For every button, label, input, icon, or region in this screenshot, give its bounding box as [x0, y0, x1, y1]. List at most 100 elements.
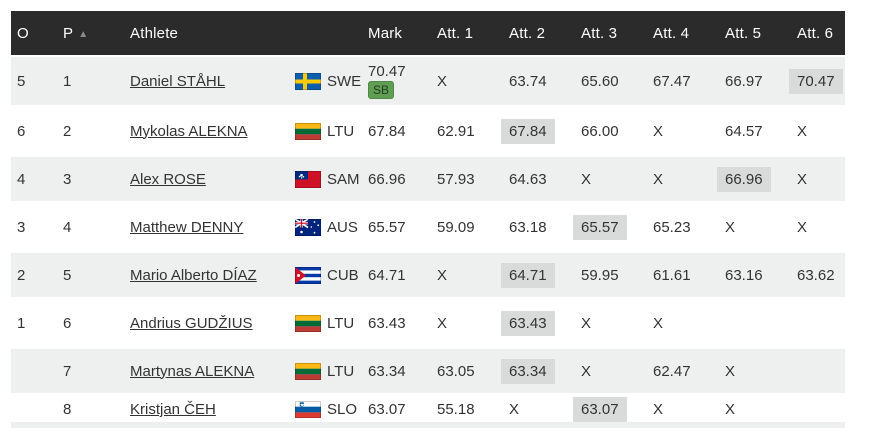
best-attempt-value: 63.43	[501, 310, 555, 336]
athlete-link[interactable]: Matthew DENNY	[130, 218, 244, 236]
attempt-value: 59.95	[581, 266, 619, 284]
column-header-order[interactable]: O	[17, 24, 29, 42]
athlete-link[interactable]: Mario Alberto DÍAZ	[130, 266, 257, 284]
attempt-value: X	[797, 122, 808, 140]
place-cell: 6	[63, 314, 72, 332]
attempt-cell: 63.74	[507, 73, 579, 90]
attempt-cell: X	[651, 171, 723, 188]
column-header-attempt-5[interactable]: Att. 5	[725, 24, 762, 42]
column-header-place[interactable]: P ▲	[57, 25, 123, 42]
mark-cell: 66.96	[366, 171, 435, 188]
attempt-cell: X	[795, 123, 845, 140]
attempt-cell: 66.00	[579, 123, 651, 140]
attempt-cell: 66.97	[723, 73, 795, 90]
country-code: SWE	[327, 72, 362, 90]
attempt-value: 62.91	[437, 122, 475, 140]
mark-value: 70.47	[368, 63, 406, 80]
mark-stack: 63.07	[368, 401, 435, 418]
athlete-name-cell: Alex ROSE	[123, 171, 294, 188]
athlete-link[interactable]: Alex ROSE	[130, 170, 206, 188]
mark-cell: 63.43	[366, 315, 435, 332]
athlete-link[interactable]: Daniel STÅHL	[130, 72, 226, 90]
attempt-cell: 66.96	[717, 166, 795, 192]
nationality-cell: CUB	[294, 266, 366, 284]
best-attempt-value: 63.34	[501, 358, 555, 384]
table-row: 3 4 Matthew DENNY AUS 65.57 59.09 63.18 65.57 65…	[11, 205, 845, 249]
mark-value: 63.43	[368, 314, 406, 332]
attempt-cell: 67.47	[651, 73, 723, 90]
athlete-name-cell: Mario Alberto DÍAZ	[123, 267, 294, 284]
table-row: 7 Martynas ALEKNA LTU 63.34 63.05 63.34 X 62.47…	[11, 349, 845, 393]
place-cell: 3	[63, 170, 72, 188]
athlete-name-cell: Daniel STÅHL	[123, 73, 294, 90]
attempt-cell: X	[579, 363, 651, 380]
athlete-link[interactable]: Mykolas ALEKNA	[130, 122, 248, 140]
athlete-link[interactable]: Andrius GUDŽIUS	[130, 314, 253, 332]
best-attempt-value: 67.84	[501, 118, 555, 144]
table-row: 8 Kristjan ČEH SLO 63.07 55.18 X 63.07 X X	[11, 397, 845, 422]
column-header-attempt-1[interactable]: Att. 1	[437, 24, 474, 42]
swe-flag-icon	[295, 72, 321, 90]
column-header-attempt-2[interactable]: Att. 2	[509, 24, 546, 42]
order-cell: 1	[17, 314, 26, 332]
country-code: SAM	[327, 170, 360, 188]
attempt-cell: 63.05	[435, 363, 507, 380]
athlete-name-cell: Mykolas ALEKNA	[123, 123, 294, 140]
ltu-flag-icon	[295, 314, 321, 332]
mark-stack: 63.43	[368, 315, 435, 332]
athlete-link[interactable]: Martynas ALEKNA	[130, 362, 255, 380]
column-header-attempt-4[interactable]: Att. 4	[653, 24, 690, 42]
mark-cell: 65.57	[366, 219, 435, 236]
attempt-value: 64.57	[725, 122, 763, 140]
mark-cell: 63.07	[366, 401, 435, 418]
attempt-cell: 67.84	[501, 118, 579, 144]
athlete-link[interactable]: Kristjan ČEH	[130, 401, 216, 418]
attempt-value: X	[653, 401, 664, 418]
order-cell: 5	[17, 72, 26, 90]
attempt-value: X	[797, 170, 808, 188]
best-attempt-value: 64.71	[501, 262, 555, 288]
country-code: LTU	[327, 122, 355, 140]
attempt-value: X	[437, 266, 448, 284]
place-cell: 4	[63, 218, 72, 236]
mark-value: 63.34	[368, 362, 406, 380]
attempt-cell: 59.95	[579, 267, 651, 284]
country-code: SLO	[327, 401, 358, 418]
attempt-value: 61.61	[653, 266, 691, 284]
place-cell: 8	[63, 401, 72, 418]
attempt-value: X	[581, 170, 592, 188]
cub-flag-icon	[295, 266, 321, 284]
attempt-cell: X	[723, 401, 795, 418]
order-cell: 3	[17, 218, 26, 236]
attempt-cell: 63.62	[795, 267, 845, 284]
attempt-cell: X	[435, 267, 507, 284]
attempt-cell: 65.57	[573, 214, 651, 240]
attempt-value: 55.18	[437, 401, 475, 418]
column-header-mark[interactable]: Mark	[368, 24, 403, 42]
nationality-cell: AUS	[294, 218, 366, 236]
attempt-cell: X	[723, 363, 795, 380]
attempt-value: X	[581, 314, 592, 332]
athlete-name-cell: Martynas ALEKNA	[123, 363, 294, 380]
mark-stack: 63.34	[368, 363, 435, 380]
attempt-value: 63.05	[437, 362, 475, 380]
attempt-value: X	[725, 218, 736, 236]
attempt-value: X	[725, 401, 736, 418]
order-cell: 2	[17, 266, 26, 284]
order-cell: 4	[17, 170, 26, 188]
column-header-attempt-3[interactable]: Att. 3	[581, 24, 618, 42]
attempt-value: X	[653, 314, 664, 332]
attempt-value: X	[725, 362, 736, 380]
attempt-cell: 64.63	[507, 171, 579, 188]
column-header-attempt-6[interactable]: Att. 6	[797, 24, 834, 42]
country-code: AUS	[327, 218, 358, 236]
nationality-cell: LTU	[294, 122, 366, 140]
attempt-value: 67.47	[653, 72, 691, 90]
best-attempt-value: 66.96	[717, 166, 771, 192]
attempt-value: 63.74	[509, 72, 547, 90]
best-attempt-value: 65.57	[573, 214, 627, 240]
attempt-cell: X	[435, 315, 507, 332]
slo-flag-icon	[295, 401, 321, 418]
column-header-athlete[interactable]: Athlete	[130, 24, 179, 42]
mark-value: 65.57	[368, 218, 406, 236]
